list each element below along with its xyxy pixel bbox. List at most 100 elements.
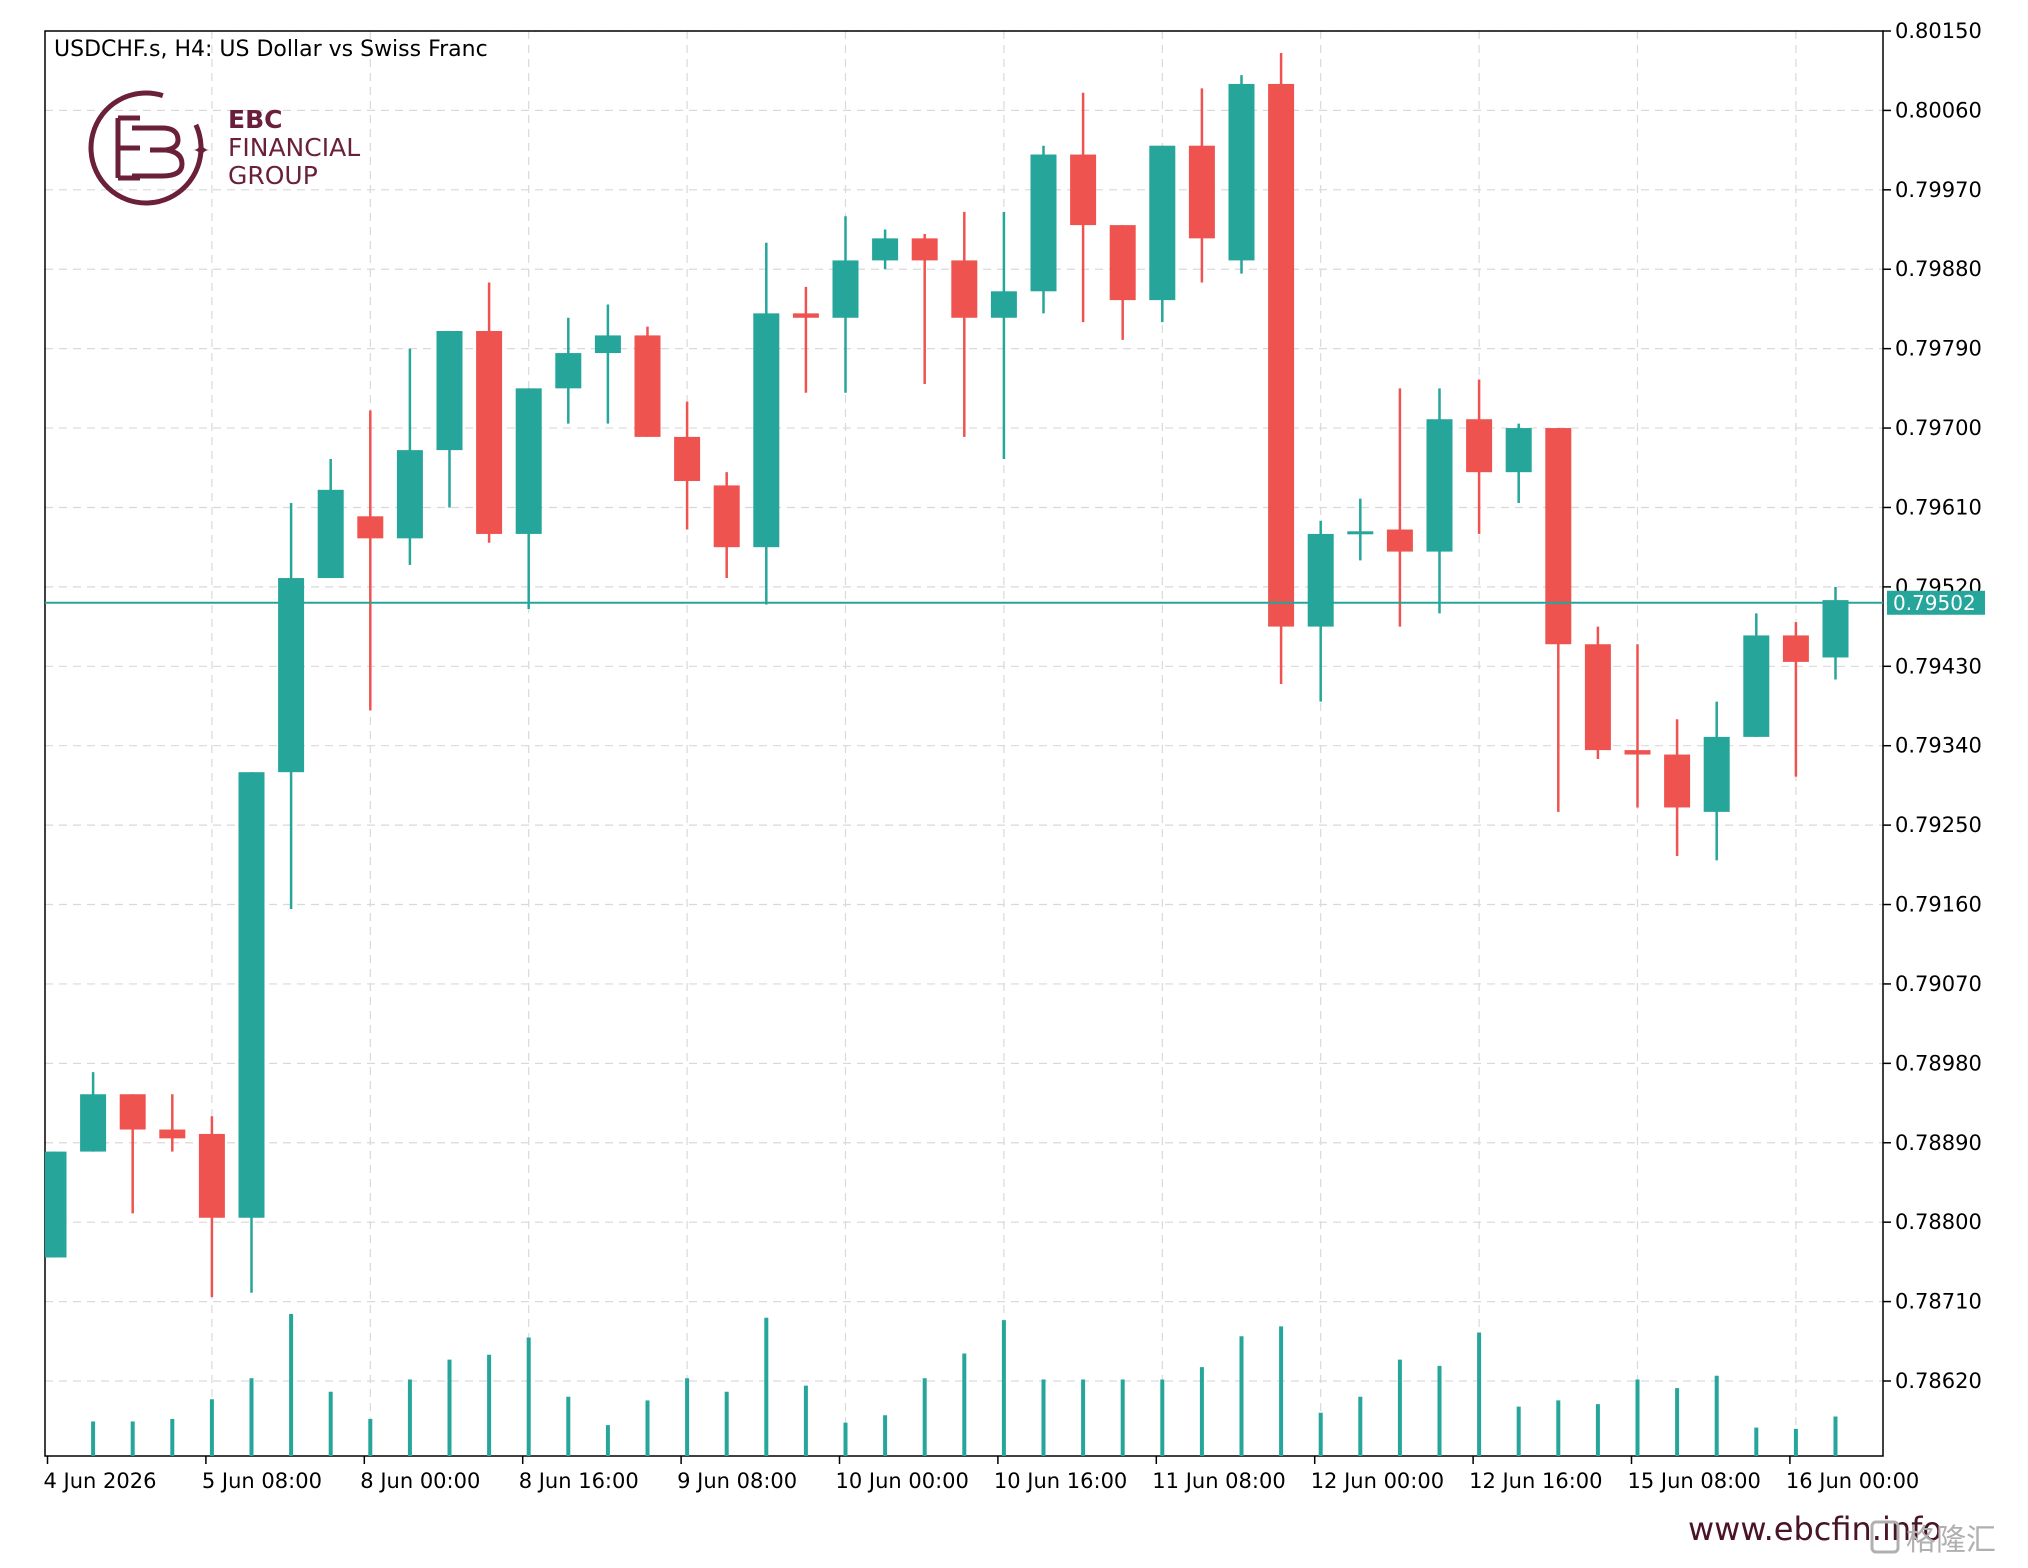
candle [713, 472, 740, 579]
candle [1149, 145, 1176, 323]
y-tick-label: 0.79970 [1895, 178, 1982, 202]
candle [396, 348, 423, 565]
x-tick-label: 4 Jun 2026 [44, 1469, 157, 1493]
candle-body [1030, 154, 1057, 292]
candle [1466, 379, 1493, 534]
candle [674, 401, 701, 530]
candle-body [278, 578, 305, 773]
candle [515, 388, 542, 609]
candle [1703, 701, 1730, 861]
candle [119, 1094, 146, 1214]
x-tick-label: 11 Jun 08:00 [1152, 1469, 1285, 1493]
grid [45, 30, 1883, 1456]
candle-body [119, 1094, 146, 1130]
candle [317, 458, 344, 579]
candle-body [1822, 600, 1849, 658]
candle [357, 410, 384, 711]
candle [634, 326, 661, 437]
logo-ring-icon [88, 90, 204, 206]
current-price-label: 0.79502 [1893, 591, 1976, 615]
candle [1268, 53, 1295, 684]
candle [1822, 586, 1849, 680]
y-tick-label: 0.79430 [1895, 654, 1982, 678]
candle-body [1466, 419, 1493, 473]
candle [238, 772, 265, 1293]
brand-line-3: GROUP [228, 161, 318, 190]
candle-body [1149, 145, 1176, 301]
candle-body [832, 260, 859, 318]
y-tick-label: 0.79610 [1895, 495, 1982, 519]
y-tick-label: 0.79070 [1895, 972, 1982, 996]
x-tick-label: 5 Jun 08:00 [202, 1469, 322, 1493]
candle-body [713, 485, 740, 548]
candle [1307, 520, 1334, 702]
candle [198, 1116, 225, 1298]
candle [990, 211, 1017, 459]
candle [1505, 423, 1532, 504]
candle [1782, 622, 1809, 777]
y-tick-label: 0.78710 [1895, 1290, 1982, 1314]
candle [476, 282, 503, 543]
candle-body [951, 260, 978, 318]
candle-body [1782, 635, 1809, 662]
candle [951, 211, 978, 437]
y-tick-label: 0.79880 [1895, 257, 1982, 281]
candle-body [515, 388, 542, 534]
candle [792, 286, 819, 393]
candle [1228, 75, 1255, 274]
candle [1545, 428, 1572, 812]
brand-line-2: FINANCIAL [228, 133, 360, 162]
candle-body [1109, 225, 1136, 301]
candle-body [1268, 83, 1295, 627]
candle-body [555, 353, 582, 389]
x-tick-label: 12 Jun 00:00 [1311, 1469, 1444, 1493]
candle [1070, 92, 1097, 323]
x-axis: 4 Jun 2026 5 Jun 08:00 8 Jun 00:00 8 Jun 16… [44, 1456, 1919, 1493]
current-price-tag: 0.79502 [1887, 590, 1985, 615]
y-tick-label: 0.79340 [1895, 734, 1982, 758]
candle-body [1347, 531, 1374, 535]
watermark-logo-icon [1870, 1520, 1900, 1554]
candle [1624, 644, 1651, 808]
x-tick-label: 10 Jun 16:00 [994, 1469, 1127, 1493]
chart-title: USDCHF.s, H4: US Dollar vs Swiss Franc [54, 37, 488, 62]
candle-body [238, 772, 265, 1218]
candle [1188, 88, 1215, 283]
brand-line-1: EBC [228, 105, 282, 134]
candle-body [476, 331, 503, 534]
candle [911, 233, 938, 384]
candle [1109, 225, 1136, 340]
y-tick-label: 0.78800 [1895, 1210, 1982, 1234]
candle-body [674, 436, 701, 481]
candle-body [317, 489, 344, 579]
y-tick-label: 0.79160 [1895, 893, 1982, 917]
candle-body [1228, 83, 1255, 261]
candle [1584, 626, 1611, 759]
candle-body [1070, 154, 1097, 226]
y-axis: 0.80150 0.80060 0.79970 0.79880 0.79790 0.797… [1883, 19, 1982, 1393]
candle-body [1307, 533, 1334, 627]
candle-body [1743, 635, 1770, 737]
candle [1347, 498, 1374, 561]
y-tick-label: 0.80150 [1895, 19, 1982, 43]
candle-body [1386, 529, 1413, 552]
candle-body [1664, 754, 1691, 808]
logo-sparkle-icon: ✦ [192, 139, 210, 164]
x-tick-label: 8 Jun 00:00 [360, 1469, 480, 1493]
website-text: www.ebcfin.info [1688, 1510, 1942, 1548]
y-tick-label: 0.79700 [1895, 416, 1982, 440]
candle [1030, 145, 1057, 314]
x-tick-label: 15 Jun 08:00 [1628, 1469, 1761, 1493]
candle [1386, 388, 1413, 627]
candle [159, 1094, 186, 1152]
candle-body [396, 450, 423, 539]
candle-body [1624, 750, 1651, 755]
candle-body [872, 238, 899, 261]
y-tick-label: 0.78890 [1895, 1131, 1982, 1155]
candle [832, 216, 859, 393]
candle [45, 1151, 67, 1258]
candle [555, 317, 582, 424]
y-tick-label: 0.79790 [1895, 337, 1982, 361]
x-tick-label: 10 Jun 00:00 [836, 1469, 969, 1493]
